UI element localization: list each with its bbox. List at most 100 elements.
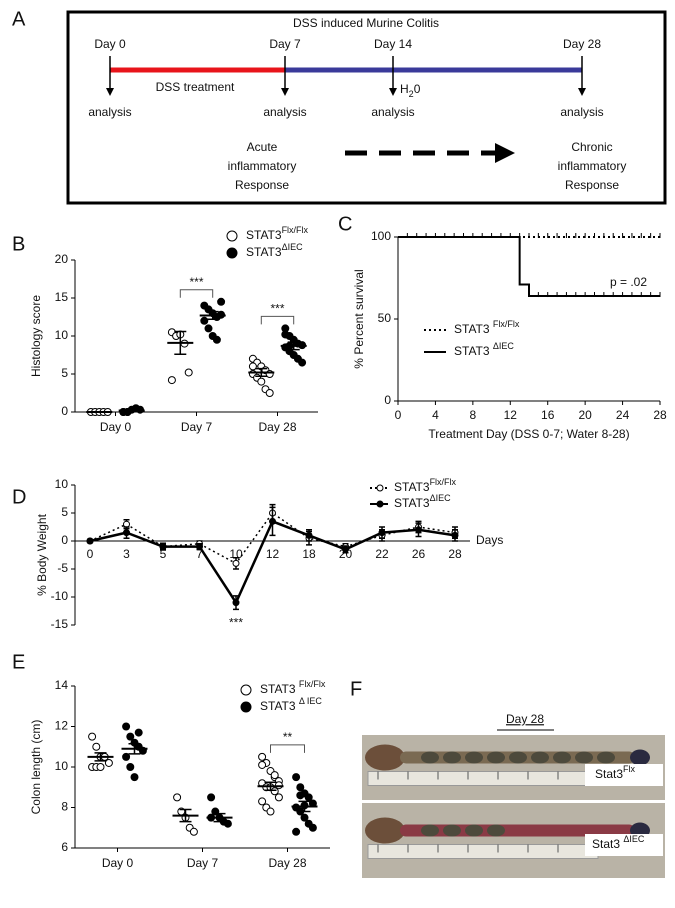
- data-point: [304, 793, 313, 802]
- data-point: [451, 531, 459, 539]
- error-bar: [298, 800, 311, 813]
- data-point: [305, 531, 313, 539]
- data-point: [189, 827, 198, 836]
- data-point: [204, 324, 213, 333]
- legend-sup: ΔIEC: [493, 341, 515, 351]
- significance-bracket: [270, 744, 305, 753]
- label-box: [585, 834, 663, 856]
- x-tick-label: 3: [123, 547, 130, 561]
- legend-label: STAT3 Flx/Flx: [260, 679, 326, 696]
- ruler: [367, 844, 599, 859]
- rectum: [630, 749, 650, 766]
- legend-label: STAT3 Flx/Flx: [454, 319, 520, 336]
- arrow-head: [106, 88, 114, 96]
- x-tick-label: Day 28: [258, 420, 296, 434]
- data-point: [196, 543, 203, 551]
- data-point: [223, 819, 232, 828]
- pellet: [421, 751, 439, 764]
- legend-sup: ΔIEC: [282, 242, 304, 252]
- phase-label-part: 2: [409, 89, 414, 99]
- legend-marker: [376, 484, 384, 492]
- y-axis-title: % Percent survival: [352, 269, 366, 368]
- data-point: [232, 599, 240, 607]
- phase-label-part: 0: [414, 82, 421, 96]
- diagram-title: DSS induced Murine Colitis: [293, 16, 439, 30]
- pellet: [509, 751, 527, 764]
- y-tick-label: 10: [55, 328, 69, 342]
- y-tick-label: 10: [55, 759, 69, 773]
- y-tick-label: 12: [55, 719, 69, 733]
- data-point: [265, 389, 274, 397]
- pellet: [421, 824, 439, 837]
- x-axis-title: Days: [476, 533, 503, 547]
- x-tick-label: 4: [432, 408, 439, 422]
- phase-outcome: Chronic: [571, 140, 612, 154]
- data-point: [122, 752, 131, 761]
- x-tick-label: 5: [160, 547, 167, 561]
- pellet: [443, 751, 461, 764]
- legend-label: STAT3ΔIEC: [246, 242, 303, 259]
- legend-name: STAT3: [246, 228, 282, 242]
- data-point: [292, 827, 301, 836]
- x-tick-label: 24: [616, 408, 630, 422]
- significance-label: ***: [270, 302, 284, 316]
- sample-name: Stat3: [592, 837, 623, 851]
- x-tick-label: 28: [653, 408, 667, 422]
- data-point: [126, 763, 135, 771]
- sample-name: Stat3: [595, 767, 623, 781]
- arrow-head: [578, 88, 586, 96]
- significance-bracket: [179, 289, 214, 298]
- data-point: [270, 771, 279, 780]
- y-tick-label: 14: [55, 678, 69, 692]
- y-tick-label: 8: [61, 800, 68, 814]
- y-tick-label: 15: [55, 290, 69, 304]
- pellet: [553, 751, 571, 764]
- y-tick-label: 20: [55, 252, 69, 266]
- panel-label: D: [12, 486, 26, 508]
- legend-sup: Δ IEC: [299, 696, 323, 706]
- arrow-head: [389, 88, 397, 96]
- x-tick-label: 0: [395, 408, 402, 422]
- x-tick-label: 10: [229, 547, 243, 561]
- legend-marker: [240, 684, 252, 696]
- x-tick-label: 26: [412, 547, 426, 561]
- data-point: [266, 807, 275, 816]
- data-point: [134, 728, 143, 737]
- panel-label: E: [12, 651, 25, 673]
- legend-marker: [376, 500, 384, 508]
- data-point: [296, 783, 305, 792]
- error-bar: [264, 781, 277, 792]
- x-tick-label: 20: [578, 408, 592, 422]
- x-tick-label: 0: [87, 547, 94, 561]
- timepoint-note: analysis: [263, 105, 306, 119]
- legend-name: STAT3: [260, 682, 299, 696]
- data-point: [258, 760, 267, 769]
- legend-name: STAT3: [394, 496, 430, 510]
- pellet: [531, 751, 549, 764]
- significance-bracket: [260, 315, 295, 325]
- label-box: [585, 764, 663, 786]
- legend-label: STAT3ΔIEC: [394, 493, 451, 510]
- data-point: [342, 545, 349, 553]
- pellet: [465, 751, 483, 764]
- data-point: [258, 797, 267, 806]
- data-point: [269, 517, 276, 525]
- error-bar: [213, 812, 226, 823]
- panel-label: C: [338, 213, 352, 235]
- legend-marker: [226, 247, 238, 259]
- timepoint-note: analysis: [88, 105, 131, 119]
- data-point: [184, 368, 193, 377]
- y-tick-label: 0: [61, 404, 68, 418]
- arrow-head: [495, 143, 515, 163]
- data-point: [207, 793, 216, 802]
- data-point: [159, 543, 167, 551]
- phase-label-part: H: [400, 82, 409, 96]
- y-tick-label: 5: [61, 366, 68, 380]
- y-tick-label: 5: [61, 505, 68, 519]
- sample-sup: ΔIEC: [623, 834, 645, 844]
- phase-outcome: inflammatory: [228, 159, 297, 173]
- phase-label: DSS treatment: [156, 80, 235, 94]
- y-tick-label: 100: [371, 229, 391, 243]
- data-point: [104, 758, 113, 767]
- sample-label: Stat3 ΔIEC: [592, 834, 645, 851]
